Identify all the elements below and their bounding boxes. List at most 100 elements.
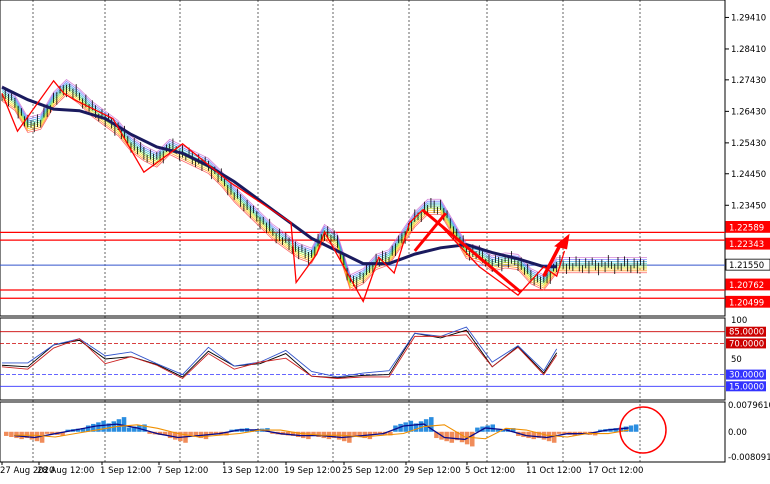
histogram-bar [157,431,163,435]
histogram-bar [454,431,460,441]
histogram-bar [357,431,362,438]
histogram-bar [101,420,106,432]
histogram-bar [526,431,531,439]
histogram-bar [372,431,378,434]
histogram-bar [290,431,296,436]
price-axis-label: 1.25430 [731,139,766,149]
time-axis-label: 5 Oct 12:00 [465,466,515,476]
rsi-tag-box [726,338,766,349]
histogram-bar [126,427,132,432]
osc-axis-label: 0.00 [728,428,747,438]
histogram-bar [121,417,127,432]
price-axis-label: 1.24450 [731,170,766,180]
histogram-bar [388,431,393,436]
price-axis-label: 1.23450 [731,201,766,211]
rsi-tag-box [726,381,766,392]
histogram-bar [403,422,408,432]
histogram-bar [531,431,536,440]
histogram-bar [475,427,480,432]
ribbon-ma-line [1,79,647,276]
histogram-bar [193,431,198,438]
histogram-bar [147,431,152,434]
time-axis-label: 7 Sep 12:00 [157,466,208,476]
histogram-bar [551,431,557,443]
histogram-bar [9,431,14,438]
oscillator-panel[interactable] [0,401,726,463]
price-tag-box [725,278,770,291]
histogram-bar [495,429,501,432]
histogram-bar [4,431,9,436]
histogram-bar [178,431,183,442]
price-axis-label: 1.28410 [731,45,766,55]
histogram-bar [96,422,101,432]
rsi-axis-label: 50 [731,355,742,365]
price-layer [0,79,725,303]
histogram-bar [208,431,214,434]
price-tag-box [725,221,770,233]
histogram-bar [470,431,475,447]
time-axis-label: 13 Sep 12:00 [222,466,279,476]
histogram-bar [628,425,634,432]
arrow-up-line [413,212,447,252]
time-axis-label: 1 Sep 12:00 [100,466,151,476]
ribbon-ma-line [1,92,647,289]
histogram-bar [301,431,306,439]
price-axis-label: 1.27430 [731,76,766,86]
price-tag-label: 1.21550 [729,261,764,271]
histogram-bar [316,431,321,438]
histogram-bar [50,431,55,435]
histogram-bar [75,428,81,432]
histogram-bar [557,431,562,434]
histogram-bar [377,431,383,435]
histogram-bar [172,431,178,440]
histogram-bar [142,424,147,432]
histogram-bar [633,424,639,432]
ribbon-ma-line [1,82,647,280]
histogram-bar [413,423,419,432]
histogram-bar [429,417,434,432]
histogram-bar [80,428,86,432]
histogram-bar [249,429,255,432]
time-axis-label: 17 Oct 12:00 [588,466,643,476]
histogram-bar [311,431,316,436]
histogram-bar [408,420,414,432]
histogram-bar [341,431,347,442]
histogram-bar [213,431,219,435]
time-axis-label: 28 Aug 12:00 [37,466,94,476]
histogram-bar [188,431,193,436]
histogram-bar [60,431,65,436]
rsi-line [1,329,558,379]
rsi-signal-line [1,334,558,380]
zigzag-line [1,79,566,303]
histogram-bar [459,431,465,443]
rsi-layer [0,326,725,387]
time-axis-label: 27 Aug 2020 [0,466,54,476]
vertical-gridlines [32,0,641,462]
rsi-tag-label: 70.0000 [729,339,764,349]
time-axis-label: 29 Sep 12:00 [404,466,461,476]
ribbon-ma-line [1,80,647,278]
price-tag-label: 1.22343 [729,240,764,250]
time-axis-label: 25 Sep 12:00 [342,466,399,476]
histogram-bar [577,431,583,434]
histogram-bar [162,431,168,436]
rsi-axis-label: 100 [731,316,747,326]
axis-layer: 1.29410 1.28410 1.27430 1.26430 1.25430 1.244… [0,13,770,476]
rsi-panel[interactable] [0,317,726,401]
histogram-bar [536,431,542,439]
osc-axis-label: -0.0080917 [728,453,770,463]
rsi-signal-line [2,326,558,378]
price-panel[interactable] [0,0,726,317]
price-axis-label: 1.26430 [731,107,766,117]
histogram-bar [434,431,439,439]
signal-line [14,424,629,440]
arrow-head [554,233,570,250]
histogram-bar [44,431,50,434]
rsi-tag-label: 15.0000 [729,382,764,392]
histogram-bar [449,431,455,443]
histogram-bar [510,428,516,432]
price-tag-label: 1.20762 [729,281,764,291]
histogram-bar [116,419,122,432]
